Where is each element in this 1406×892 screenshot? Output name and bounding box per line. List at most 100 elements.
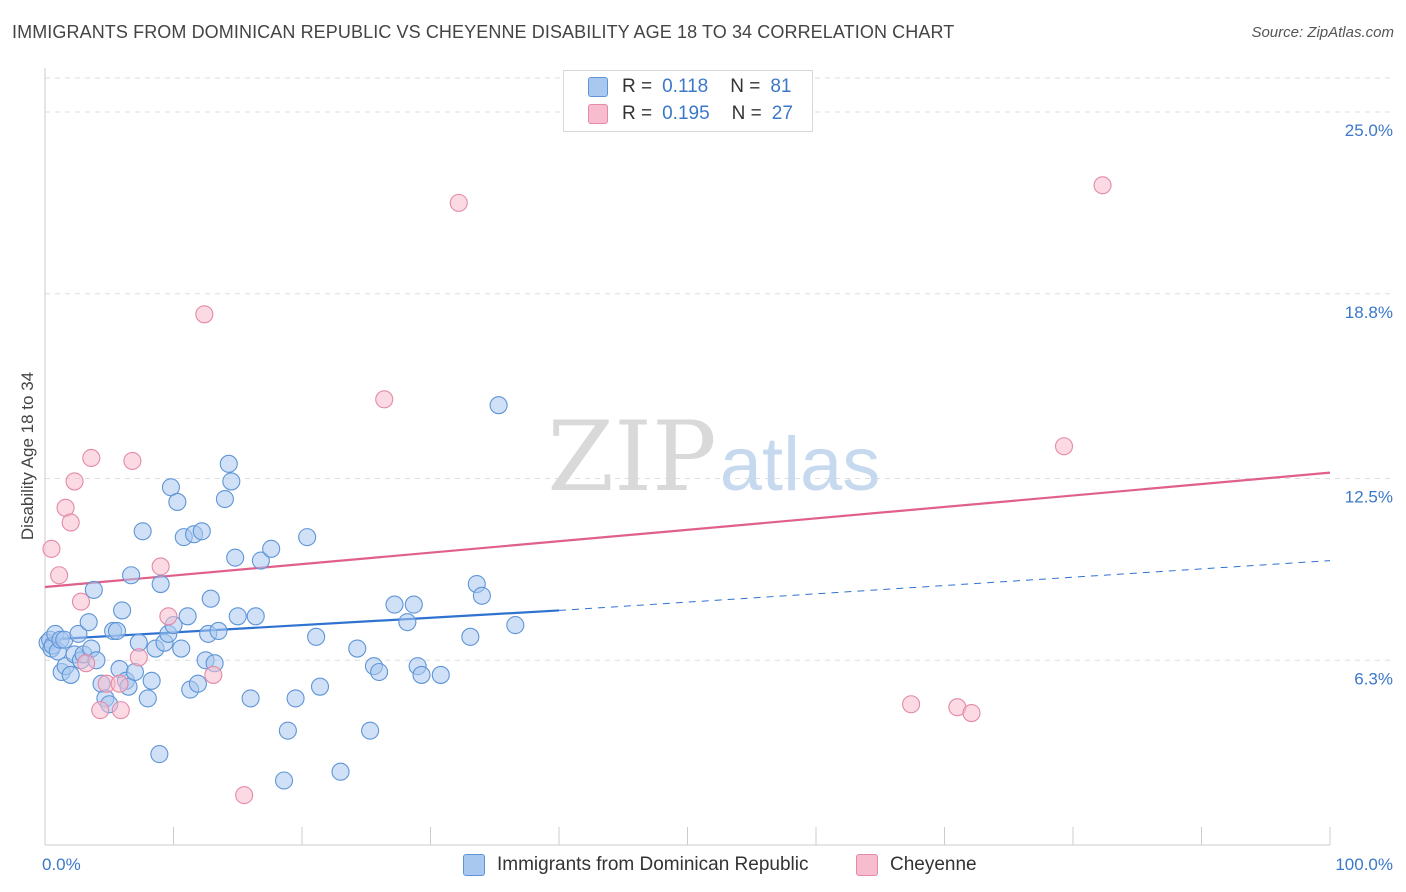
point-cheyenne [61, 513, 80, 532]
pink-swatch [856, 854, 878, 876]
data-points [38, 176, 1112, 805]
point-dominican [226, 548, 245, 567]
trend-extension-dominican [558, 560, 1331, 611]
point-dominican [79, 613, 98, 632]
watermark-atlas: atlas [720, 422, 881, 507]
point-dominican [61, 665, 80, 684]
y-tick-label: 18.8% [1345, 303, 1393, 322]
legend-n-label: N = [731, 103, 762, 124]
point-dominican [222, 472, 241, 491]
point-dominican [172, 639, 191, 658]
point-dominican [69, 624, 88, 643]
correlation-legend: R = 0.118 N = 81 R = 0.195 N = 27 [563, 70, 813, 132]
point-dominican [506, 616, 525, 635]
x-tick-label: 100.0% [1335, 855, 1393, 874]
point-cheyenne [82, 448, 101, 468]
point-cheyenne [449, 193, 468, 212]
point-cheyenne [375, 390, 394, 409]
point-dominican [286, 689, 305, 708]
source-label: Source: ZipAtlas.com [1251, 24, 1394, 41]
point-dominican [219, 454, 238, 473]
point-dominican [361, 721, 380, 740]
point-dominican [385, 595, 404, 614]
point-dominican [404, 595, 423, 614]
point-cheyenne [42, 539, 61, 558]
point-cheyenne [962, 704, 981, 723]
point-dominican [192, 522, 211, 541]
watermark-zip: ZIP [547, 401, 716, 513]
point-cheyenne [111, 701, 130, 720]
gridlines [45, 77, 1395, 661]
legend-row-cheyenne: R = 0.195 N = 27 [588, 102, 793, 126]
point-dominican [113, 601, 132, 620]
legend-row-dominican: R = 0.118 N = 81 [588, 75, 792, 99]
point-dominican [348, 639, 367, 658]
point-cheyenne [65, 472, 84, 491]
point-dominican [138, 689, 157, 708]
point-dominican [472, 586, 491, 605]
x-tick-label: 0.0% [42, 855, 81, 874]
legend-item-dominican: Immigrants from Dominican Republic [463, 852, 809, 878]
point-cheyenne [50, 566, 69, 585]
point-dominican [412, 665, 431, 684]
point-dominican [201, 589, 220, 608]
point-cheyenne [1054, 437, 1074, 456]
y-axis-label: Disability Age 18 to 34 [18, 372, 37, 540]
legend-r-label: R = [622, 76, 653, 97]
point-dominican [370, 662, 389, 682]
legend-n-value: 81 [770, 76, 792, 97]
legend-r-value: 0.195 [662, 103, 710, 124]
point-dominican [215, 489, 234, 509]
point-dominican [431, 665, 450, 684]
axes [44, 68, 1331, 846]
watermark: ZIP atlas [547, 401, 880, 513]
point-dominican [168, 492, 187, 511]
point-dominican [307, 627, 326, 646]
legend-label-cheyenne: Cheyenne [890, 854, 977, 875]
point-cheyenne [1093, 176, 1112, 195]
legend-label-dominican: Immigrants from Dominican Republic [497, 854, 809, 875]
point-dominican [489, 396, 508, 415]
point-dominican [122, 566, 141, 585]
legend-r-value: 0.118 [662, 76, 709, 97]
point-dominican [251, 551, 270, 570]
y-tick-label: 12.5% [1345, 487, 1393, 506]
point-dominican [298, 528, 317, 547]
point-cheyenne [235, 786, 254, 805]
point-dominican [178, 607, 197, 626]
legend-n-label: N = [730, 76, 761, 97]
point-cheyenne [195, 305, 214, 324]
point-dominican [150, 745, 169, 764]
point-dominican [188, 674, 207, 693]
point-cheyenne [151, 557, 170, 576]
point-dominican [107, 621, 127, 641]
y-tick-label: 25.0% [1345, 121, 1393, 140]
point-cheyenne [204, 665, 223, 684]
point-dominican [151, 574, 170, 594]
legend-n-value: 27 [771, 103, 793, 124]
point-cheyenne [123, 451, 142, 470]
point-cheyenne [77, 654, 96, 673]
point-cheyenne [902, 695, 921, 714]
point-dominican [461, 627, 480, 646]
pink-swatch [588, 104, 608, 124]
point-dominican [228, 607, 247, 626]
point-cheyenne [91, 701, 110, 720]
blue-swatch [588, 77, 608, 97]
point-dominican [331, 762, 350, 781]
blue-swatch [463, 854, 485, 876]
point-cheyenne [129, 648, 148, 667]
legend-item-cheyenne: Cheyenne [856, 852, 977, 878]
point-dominican [241, 689, 260, 708]
point-cheyenne [71, 592, 91, 611]
point-dominican [209, 621, 228, 641]
point-dominican [274, 771, 294, 790]
point-dominican [133, 522, 152, 541]
point-dominican [310, 677, 330, 696]
point-cheyenne [110, 674, 129, 693]
point-cheyenne [159, 607, 178, 626]
point-dominican [142, 671, 161, 690]
point-dominican [278, 721, 297, 740]
point-dominican [246, 607, 265, 626]
